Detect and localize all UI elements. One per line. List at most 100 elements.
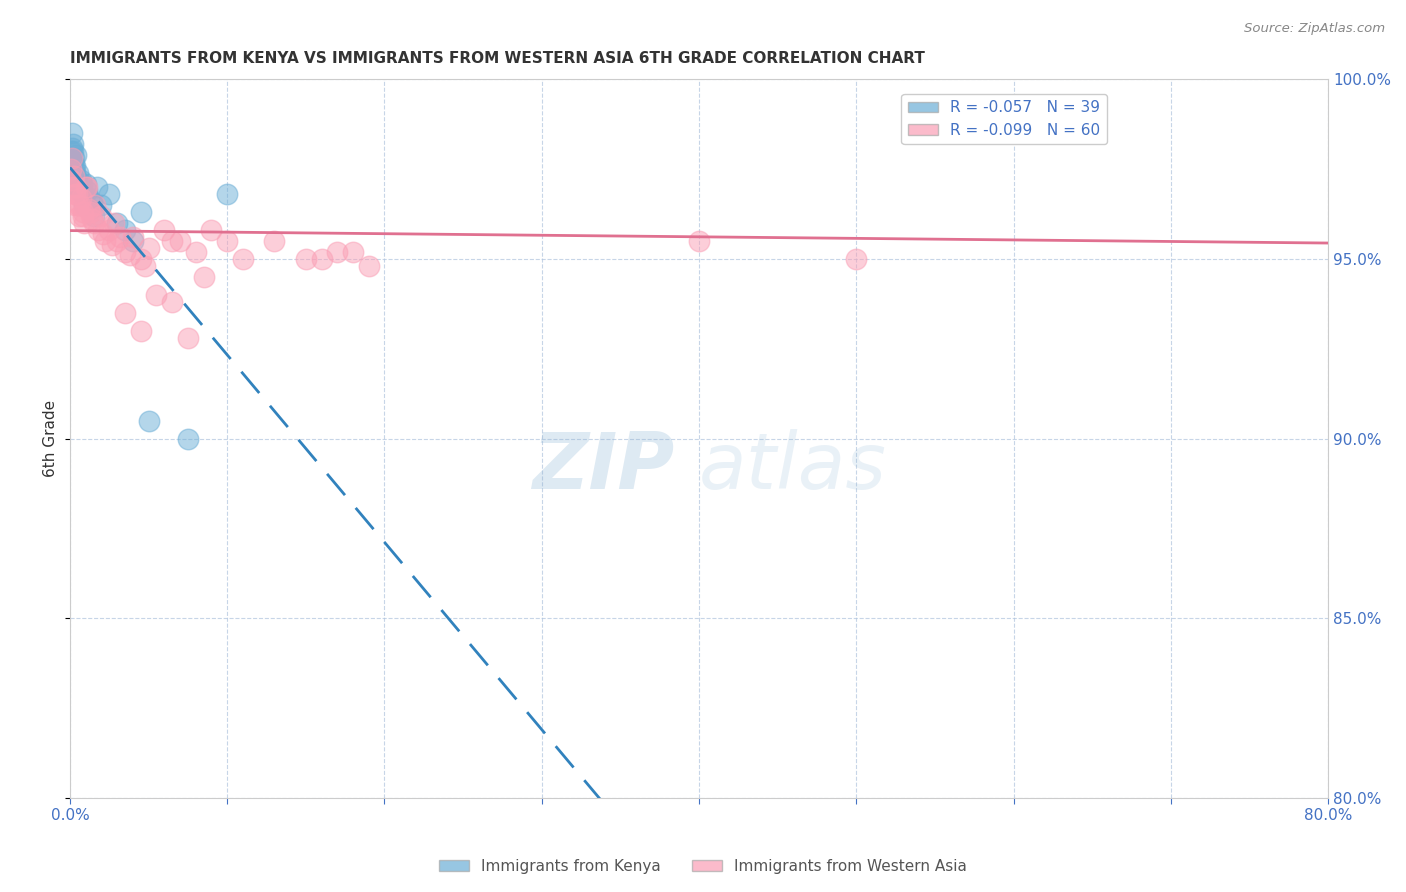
Point xyxy=(177,331,200,345)
Point xyxy=(67,209,90,223)
Point xyxy=(153,223,176,237)
Point xyxy=(193,270,215,285)
Point xyxy=(98,187,121,202)
Point xyxy=(84,198,107,212)
Point xyxy=(145,288,167,302)
Point xyxy=(77,191,100,205)
Point xyxy=(70,177,93,191)
Point xyxy=(75,180,97,194)
Point xyxy=(177,432,200,446)
Point xyxy=(217,234,239,248)
Point xyxy=(66,173,89,187)
Point xyxy=(845,252,868,266)
Point xyxy=(72,187,94,202)
Point xyxy=(66,187,89,202)
Point xyxy=(110,230,132,244)
Point xyxy=(79,202,101,216)
Point xyxy=(90,198,112,212)
Point xyxy=(232,252,254,266)
Point xyxy=(160,295,183,310)
Point xyxy=(62,155,84,169)
Point xyxy=(60,152,83,166)
Y-axis label: 6th Grade: 6th Grade xyxy=(44,401,58,477)
Point xyxy=(169,234,191,248)
Point xyxy=(80,212,103,227)
Point xyxy=(59,145,82,159)
Legend: Immigrants from Kenya, Immigrants from Western Asia: Immigrants from Kenya, Immigrants from W… xyxy=(433,853,973,880)
Point xyxy=(129,252,152,266)
Point xyxy=(76,184,98,198)
Point xyxy=(1081,126,1104,140)
Point xyxy=(263,234,285,248)
Point xyxy=(90,209,112,223)
Point xyxy=(65,180,87,194)
Point xyxy=(121,234,143,248)
Point xyxy=(103,216,125,230)
Point xyxy=(69,184,91,198)
Point xyxy=(105,234,128,248)
Point xyxy=(91,227,114,241)
Point xyxy=(72,205,94,219)
Point xyxy=(83,216,105,230)
Point xyxy=(217,187,239,202)
Point xyxy=(87,223,110,237)
Point xyxy=(688,234,710,248)
Point xyxy=(86,180,108,194)
Point xyxy=(134,259,156,273)
Point xyxy=(72,209,94,223)
Point xyxy=(76,180,98,194)
Point xyxy=(114,223,136,237)
Point xyxy=(118,248,141,262)
Point xyxy=(138,414,160,428)
Point xyxy=(72,187,94,202)
Point xyxy=(83,209,105,223)
Point xyxy=(160,234,183,248)
Point xyxy=(63,187,86,202)
Point xyxy=(60,173,83,187)
Point xyxy=(200,223,222,237)
Point xyxy=(63,166,86,180)
Text: IMMIGRANTS FROM KENYA VS IMMIGRANTS FROM WESTERN ASIA 6TH GRADE CORRELATION CHAR: IMMIGRANTS FROM KENYA VS IMMIGRANTS FROM… xyxy=(70,51,925,66)
Point xyxy=(62,136,84,151)
Point xyxy=(311,252,333,266)
Text: Source: ZipAtlas.com: Source: ZipAtlas.com xyxy=(1244,22,1385,36)
Point xyxy=(80,194,103,209)
Legend: R = -0.057   N = 39, R = -0.099   N = 60: R = -0.057 N = 39, R = -0.099 N = 60 xyxy=(901,95,1107,144)
Point xyxy=(77,202,100,216)
Point xyxy=(93,234,115,248)
Point xyxy=(67,180,90,194)
Point xyxy=(184,244,207,259)
Point xyxy=(63,169,86,184)
Point xyxy=(60,126,83,140)
Point xyxy=(65,198,87,212)
Point xyxy=(342,244,364,259)
Point xyxy=(98,223,121,237)
Point xyxy=(79,205,101,219)
Point xyxy=(73,198,96,212)
Point xyxy=(69,198,91,212)
Point xyxy=(66,198,89,212)
Point xyxy=(75,177,97,191)
Point xyxy=(62,180,84,194)
Point xyxy=(70,191,93,205)
Point xyxy=(63,159,86,173)
Point xyxy=(63,169,86,184)
Point xyxy=(138,241,160,255)
Point xyxy=(129,205,152,219)
Point xyxy=(295,252,318,266)
Text: ZIP: ZIP xyxy=(531,429,673,506)
Point xyxy=(65,148,87,162)
Point xyxy=(326,244,349,259)
Point xyxy=(114,244,136,259)
Point xyxy=(66,166,89,180)
Point xyxy=(357,259,380,273)
Point xyxy=(60,162,83,177)
Point xyxy=(121,230,143,244)
Point xyxy=(60,140,83,154)
Point xyxy=(62,145,84,159)
Point xyxy=(65,159,87,173)
Point xyxy=(67,180,90,194)
Point xyxy=(73,216,96,230)
Point xyxy=(105,216,128,230)
Point xyxy=(101,237,124,252)
